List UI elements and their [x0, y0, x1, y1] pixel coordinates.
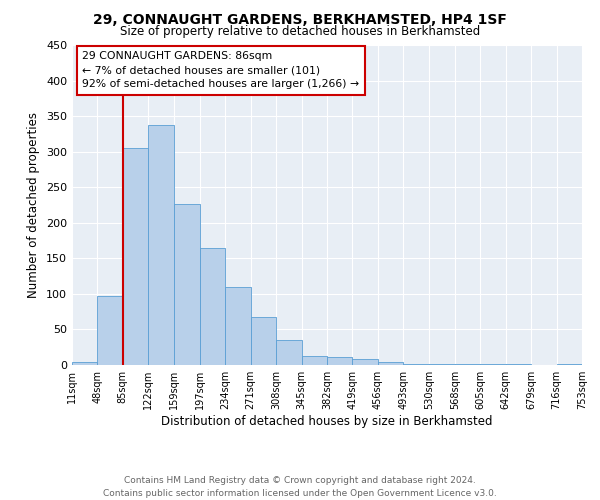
Bar: [429, 364, 455, 365]
Text: 29 CONNAUGHT GARDENS: 86sqm
← 7% of detached houses are smaller (101)
92% of sem: 29 CONNAUGHT GARDENS: 86sqm ← 7% of deta…: [82, 52, 359, 90]
X-axis label: Distribution of detached houses by size in Berkhamsted: Distribution of detached houses by size …: [161, 415, 493, 428]
Text: 29, CONNAUGHT GARDENS, BERKHAMSTED, HP4 1SF: 29, CONNAUGHT GARDENS, BERKHAMSTED, HP4 …: [93, 12, 507, 26]
Bar: [327, 357, 352, 365]
Bar: [123, 148, 148, 365]
Bar: [148, 124, 174, 365]
Bar: [225, 288, 251, 365]
Bar: [557, 364, 582, 365]
Text: Size of property relative to detached houses in Berkhamsted: Size of property relative to detached ho…: [120, 25, 480, 38]
Bar: [174, 204, 200, 365]
Bar: [276, 340, 302, 365]
Bar: [403, 364, 429, 365]
Text: Contains HM Land Registry data © Crown copyright and database right 2024.
Contai: Contains HM Land Registry data © Crown c…: [103, 476, 497, 498]
Bar: [200, 248, 225, 365]
Bar: [97, 296, 123, 365]
Bar: [72, 362, 97, 365]
Bar: [251, 316, 276, 365]
Bar: [378, 362, 403, 365]
Y-axis label: Number of detached properties: Number of detached properties: [28, 112, 40, 298]
Bar: [506, 364, 531, 365]
Bar: [302, 356, 327, 365]
Bar: [352, 360, 378, 365]
Bar: [480, 364, 506, 365]
Bar: [455, 364, 480, 365]
